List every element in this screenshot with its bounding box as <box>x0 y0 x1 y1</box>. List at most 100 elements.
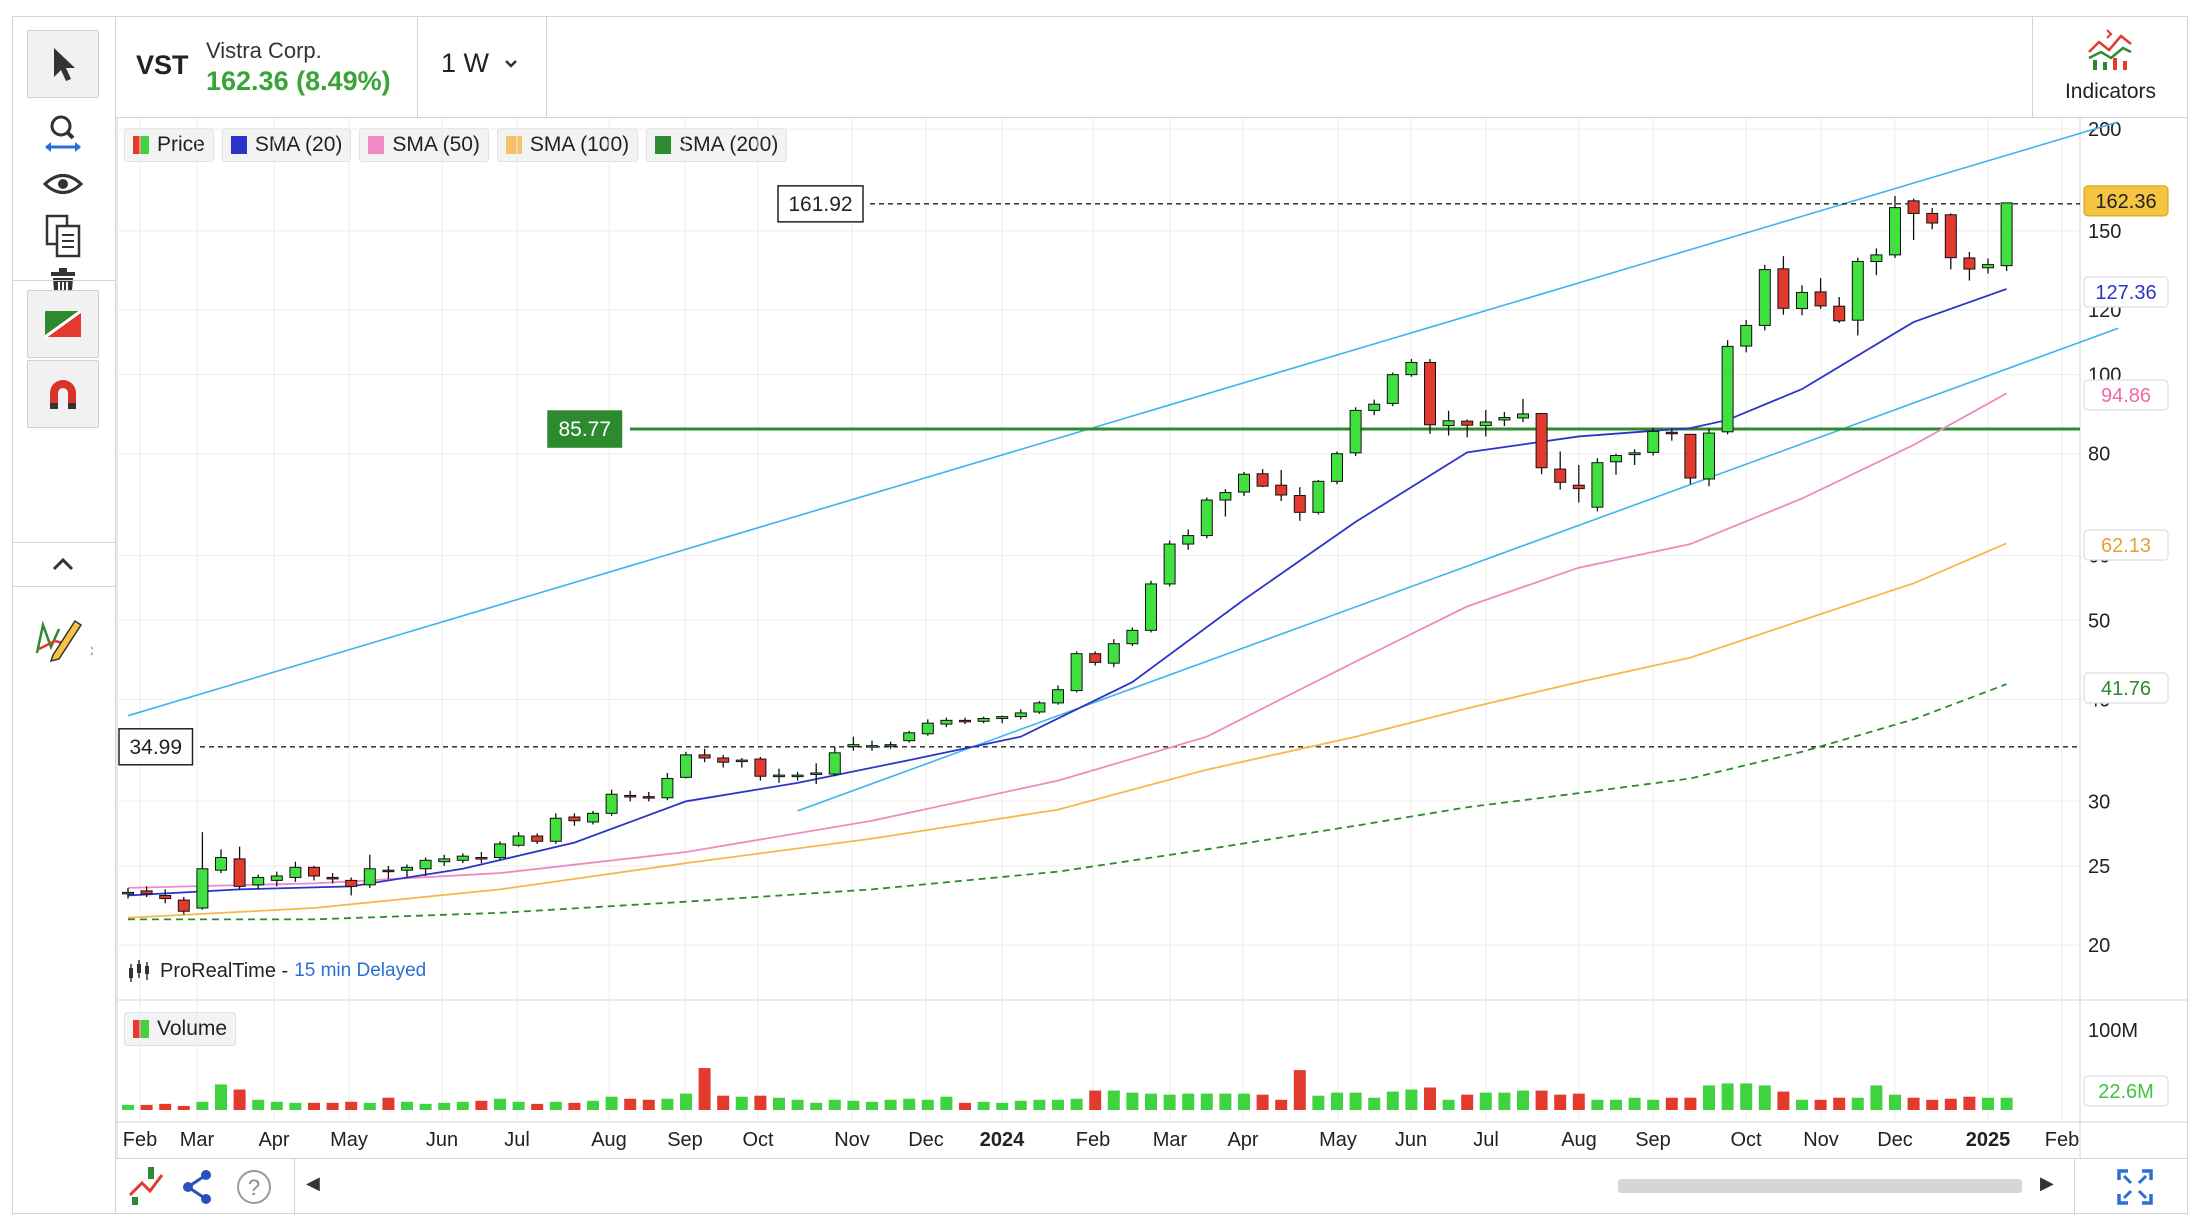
collapse-toolbar-button[interactable] <box>27 544 99 584</box>
volume-bar <box>1703 1085 1715 1110</box>
candle <box>1721 345 1734 433</box>
pointer-tool-button[interactable] <box>27 30 99 98</box>
candle <box>2000 202 2013 267</box>
axis-tag-box <box>2083 276 2169 308</box>
candle <box>735 759 748 763</box>
x-tick-label: Dec <box>908 1129 944 1151</box>
candle <box>1219 492 1232 501</box>
help-icon[interactable]: ? <box>234 1167 274 1207</box>
volume-bar <box>1479 1092 1492 1110</box>
legend-label: SMA (20) <box>254 133 343 156</box>
volume-bar <box>1944 1098 1957 1110</box>
volume-bar <box>1052 1099 1064 1110</box>
horizontal-scrollbar[interactable] <box>1618 1179 2022 1193</box>
level-value: 34.99 <box>129 736 182 759</box>
volume-bar <box>959 1102 971 1110</box>
x-tick-label: Nov <box>1803 1129 1839 1151</box>
candle <box>1982 264 1994 269</box>
legend-item-sma200[interactable]: SMA (200) <box>646 128 788 162</box>
volume-bar <box>1368 1097 1381 1110</box>
volume-bar <box>531 1103 544 1110</box>
interval-selector[interactable]: 1 W <box>441 48 519 79</box>
x-tick-label: Jun <box>426 1129 458 1151</box>
candle <box>773 774 785 778</box>
legend-item-volume[interactable]: Volume <box>124 1012 237 1046</box>
volume-bar <box>1200 1093 1213 1110</box>
candle <box>1070 653 1083 692</box>
candle <box>1944 214 1957 259</box>
candle <box>215 857 227 871</box>
x-tick-label: Dec <box>1877 1129 1913 1151</box>
legend-item-sma20[interactable]: SMA (20) <box>221 128 352 162</box>
legend-item-sma100[interactable]: SMA (100) <box>496 128 639 162</box>
candle <box>1386 374 1399 404</box>
candle <box>1814 291 1827 307</box>
svg-text:?: ? <box>248 1175 260 1200</box>
copy-tool-button[interactable] <box>27 202 99 270</box>
volume-bar <box>568 1102 581 1110</box>
level-label-bottom: 34.99 <box>118 728 194 766</box>
axis-tag-value: 162.36 <box>2095 191 2156 213</box>
volume-bar <box>140 1104 153 1110</box>
volume-bar <box>1628 1097 1641 1110</box>
x-tick-label: May <box>330 1129 368 1151</box>
volume-bar <box>1145 1093 1157 1110</box>
zoom-tool-button[interactable] <box>27 100 99 168</box>
candle <box>1889 207 1901 256</box>
volume-legend: Volume <box>124 1012 237 1046</box>
volume-bar <box>326 1102 339 1110</box>
x-tick-label: Oct <box>1730 1129 1762 1151</box>
volume-bar <box>122 1104 134 1110</box>
candle <box>828 752 841 775</box>
volume-bar <box>159 1103 172 1110</box>
candle <box>1182 535 1195 545</box>
candle <box>642 796 655 799</box>
volume-bar <box>308 1102 320 1110</box>
cursor-arrow-icon <box>54 48 75 81</box>
candle <box>1256 473 1269 487</box>
volume-bar <box>1442 1099 1455 1110</box>
trend-line-icon <box>44 309 82 339</box>
candle <box>754 758 767 777</box>
legend-item-sma50[interactable]: SMA (50) <box>359 128 489 162</box>
candle <box>1740 324 1753 347</box>
auto-adjust-icon[interactable] <box>126 1165 170 1209</box>
magnet-tool-button[interactable] <box>27 360 99 428</box>
magnet-icon <box>50 380 76 409</box>
legend-label: Volume <box>157 1017 228 1040</box>
fullscreen-icon[interactable] <box>2116 1168 2154 1206</box>
volume-bar <box>680 1093 692 1110</box>
candle <box>345 879 358 887</box>
axis-tag-box <box>2083 185 2169 217</box>
volume-bar <box>252 1099 265 1110</box>
sma100-swatch-icon <box>505 136 522 154</box>
volume-bar <box>1424 1087 1436 1110</box>
scroll-right-button[interactable]: ▶ <box>2040 1173 2054 1193</box>
visibility-tool-button[interactable] <box>27 150 99 218</box>
trend-style-button[interactable] <box>27 290 99 358</box>
legend-label: Price <box>157 133 205 156</box>
candle <box>940 719 953 725</box>
volume-bar <box>1982 1097 1994 1110</box>
level-value: 85.77 <box>558 418 611 441</box>
volume-bar <box>735 1096 748 1110</box>
axis-tag-box <box>2083 672 2169 704</box>
volume-bar <box>438 1102 451 1110</box>
app-frame <box>12 16 2188 1214</box>
candle <box>1052 689 1064 704</box>
indicators-icon <box>2088 29 2132 70</box>
eye-icon <box>43 174 83 194</box>
scroll-left-button[interactable]: ◀ <box>306 1173 320 1193</box>
candle <box>1796 291 1808 310</box>
drawing-tools-button[interactable] <box>27 604 99 672</box>
share-icon[interactable] <box>178 1167 218 1207</box>
candle <box>996 716 1009 719</box>
candle <box>810 772 823 775</box>
volume-bar <box>1647 1099 1660 1110</box>
level-box <box>118 728 194 766</box>
candle <box>438 858 451 863</box>
volume-bar <box>754 1095 767 1110</box>
indicators-button[interactable]: Indicators <box>2032 16 2188 118</box>
candle <box>1535 413 1548 469</box>
